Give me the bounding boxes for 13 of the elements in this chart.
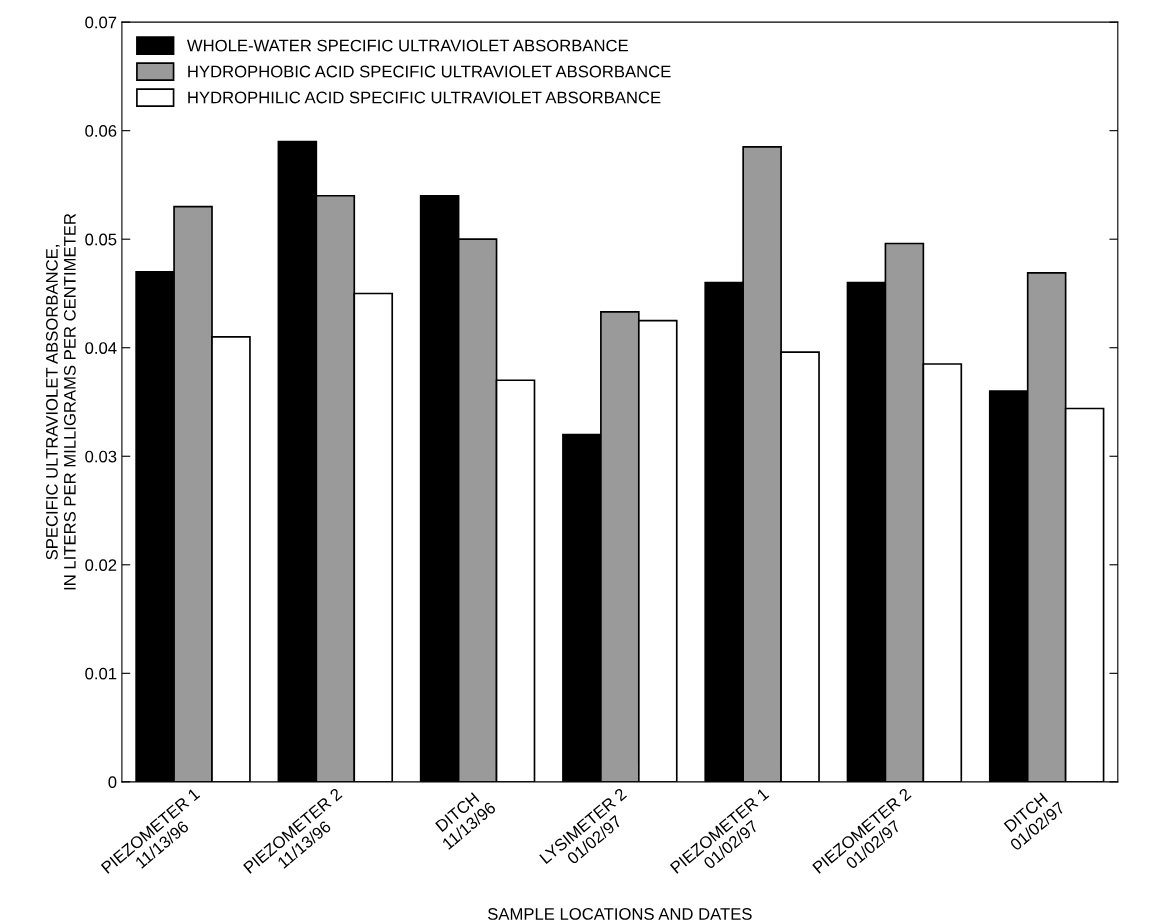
y-tick-label: 0.07: [85, 16, 117, 29]
x-axis-title: SAMPLE LOCATIONS AND DATES: [488, 908, 752, 920]
legend-label: HYDROPHILIC ACID SPECIFIC ULTRAVIOLET ABSORBANCE: [188, 91, 661, 104]
y-tick-label: 0.02: [85, 559, 117, 571]
y-tick-label: 0.06: [85, 125, 117, 137]
y-axis-title: SPECIFIC ULTRAVIOLET ABSORBANCE, IN LITERS PER MILLIGRAMS PER CENTIMETER: [46, 213, 76, 590]
legend-label: HYDROPHOBIC ACID SPECIFIC ULTRAVIOLET ABSORBANCE: [188, 65, 671, 78]
y-tick-label: 0.05: [85, 233, 117, 246]
y-tick-label: 0: [108, 776, 117, 789]
y-tick-label: 0.01: [85, 667, 117, 680]
legend-label: WHOLE-WATER SPECIFIC ULTRAVIOLET ABSORBANCE: [186, 39, 628, 52]
y-tick-label: 0.03: [85, 450, 117, 463]
y-tick-label: 0.04: [85, 342, 117, 354]
